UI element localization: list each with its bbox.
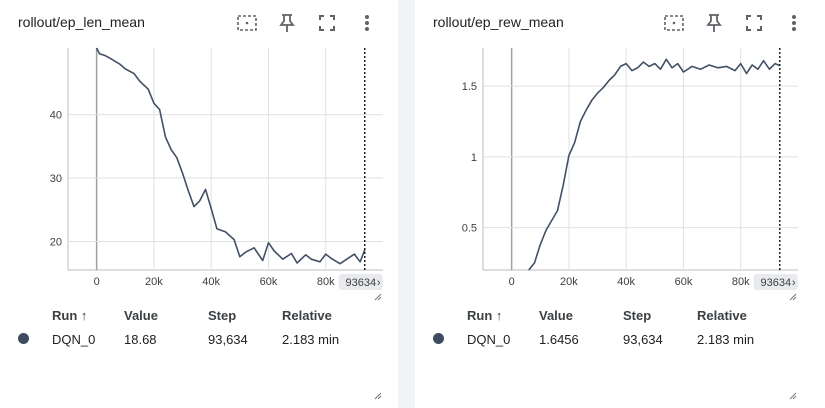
resize-handle-icon[interactable] (789, 293, 797, 301)
run-table: Run ↑ Value Step Relative DQN_0 1.6456 9… (433, 304, 797, 350)
card-title: rollout/ep_rew_mean (433, 14, 564, 30)
col-relative-header[interactable]: Relative (697, 308, 797, 323)
line-chart-ep-len-mean[interactable]: 0 20k 40k 60k 80k 20 30 40 93634 › (0, 40, 398, 300)
select-region-icon[interactable] (234, 12, 260, 34)
chevron-right-icon: › (377, 277, 381, 289)
step-badge-text: 93634 (345, 277, 376, 289)
col-step-header[interactable]: Step (623, 308, 697, 323)
run-value: 18.68 (124, 332, 208, 347)
fullscreen-icon[interactable] (741, 12, 767, 34)
x-tick-label: 20k (560, 276, 578, 288)
run-step: 93,634 (623, 332, 697, 347)
y-tick-label: 20 (50, 236, 62, 248)
pin-icon[interactable] (701, 12, 727, 34)
run-name: DQN_0 (52, 332, 124, 347)
step-badge-text: 93634 (760, 277, 791, 289)
chart-card-ep-len-mean: rollout/ep_len_mean 0 20k 40k 60k 80k 20 30 40 9… (0, 0, 398, 408)
y-tick-label: 0.5 (462, 223, 477, 235)
select-region-icon[interactable] (661, 12, 687, 34)
line-chart-ep-rew-mean[interactable]: 0 20k 40k 60k 80k 0.5 1 1.5 93634 › (415, 40, 825, 300)
x-tick-label: 80k (732, 276, 750, 288)
col-run-header[interactable]: Run ↑ (52, 308, 124, 323)
x-tick-label: 40k (202, 276, 220, 288)
more-vert-icon[interactable] (354, 12, 380, 34)
run-value: 1.6456 (539, 332, 623, 347)
col-value-header[interactable]: Value (124, 308, 208, 323)
step-marker-badge: 93634 › (339, 274, 383, 290)
pin-icon[interactable] (274, 12, 300, 34)
step-marker-badge: 93634 › (754, 274, 798, 290)
card-title: rollout/ep_len_mean (18, 14, 145, 30)
chart-card-ep-rew-mean: rollout/ep_rew_mean 0 20k 40k 60k 80k 0.5 1 1.5… (415, 0, 825, 408)
col-relative-header[interactable]: Relative (282, 308, 382, 323)
x-tick-label: 0 (509, 276, 515, 288)
series-line-DQN_0 (97, 48, 365, 264)
fullscreen-icon[interactable] (314, 12, 340, 34)
run-step: 93,634 (208, 332, 282, 347)
x-tick-label: 20k (145, 276, 163, 288)
table-row: DQN_0 1.6456 93,634 2.183 min (433, 328, 797, 350)
run-relative: 2.183 min (282, 332, 382, 347)
col-value-header[interactable]: Value (539, 308, 623, 323)
x-tick-label: 60k (675, 276, 693, 288)
y-tick-label: 1.5 (462, 81, 477, 93)
card-toolbar (234, 12, 380, 34)
col-step-header[interactable]: Step (208, 308, 282, 323)
y-tick-label: 1 (471, 152, 477, 164)
x-tick-label: 60k (260, 276, 278, 288)
more-vert-icon[interactable] (781, 12, 807, 34)
run-table: Run ↑ Value Step Relative DQN_0 18.68 93… (18, 304, 382, 350)
run-relative: 2.183 min (697, 332, 797, 347)
table-row: DQN_0 18.68 93,634 2.183 min (18, 328, 382, 350)
x-tick-label: 80k (317, 276, 335, 288)
card-toolbar (661, 12, 807, 34)
run-color-swatch (433, 333, 444, 344)
series-line-DQN_0 (529, 59, 780, 270)
resize-handle-icon[interactable] (374, 293, 382, 301)
resize-handle-icon[interactable] (374, 392, 382, 400)
chevron-right-icon: › (792, 277, 796, 289)
y-tick-label: 30 (50, 173, 62, 185)
run-color-swatch (18, 333, 29, 344)
x-tick-label: 0 (94, 276, 100, 288)
resize-handle-icon[interactable] (789, 392, 797, 400)
run-name: DQN_0 (467, 332, 539, 347)
x-tick-label: 40k (617, 276, 635, 288)
col-run-header[interactable]: Run ↑ (467, 308, 539, 323)
y-tick-label: 40 (50, 110, 62, 122)
